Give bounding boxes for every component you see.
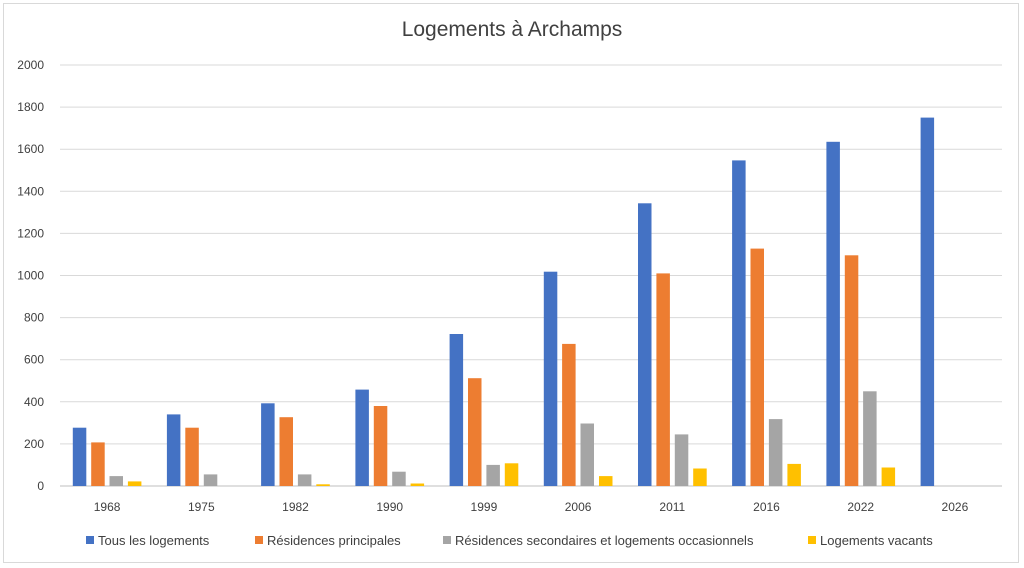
bar-1982-series-4	[316, 484, 330, 486]
legend-label: Résidences principales	[267, 533, 401, 548]
y-axis: 0 200 400 600 800 1000 1200 1400 1600 1800 2000	[17, 58, 44, 493]
y-tick-label: 200	[24, 437, 44, 451]
y-tick-label: 0	[37, 479, 44, 493]
bar-1975-series-1	[166, 414, 181, 486]
legend-swatch	[255, 536, 263, 544]
bar-1975-series-2	[185, 427, 199, 486]
legend: Tous les logements Résidences principales…	[86, 533, 933, 548]
y-tick-label: 600	[24, 353, 44, 367]
x-tick-label: 2016	[753, 500, 780, 514]
bar-2006-series-1	[543, 271, 558, 486]
x-tick-label: 1975	[188, 500, 215, 514]
bar-1999-series-4	[504, 463, 519, 486]
y-tick-label: 1600	[17, 142, 44, 156]
y-tick-label: 2000	[17, 58, 44, 72]
legend-swatch	[443, 536, 451, 544]
x-tick-label: 1982	[282, 500, 309, 514]
bar-2006-series-3	[580, 423, 594, 486]
bar-1990-series-2	[373, 406, 388, 486]
legend-item: Logements vacants	[808, 533, 933, 548]
x-tick-label: 1968	[94, 500, 121, 514]
bar-2016-series-1	[732, 160, 746, 486]
y-tick-label: 1800	[17, 100, 44, 114]
bar-2022-series-1	[826, 141, 840, 487]
bar-2011-series-2	[656, 273, 670, 486]
x-tick-label: 1999	[471, 500, 498, 514]
x-tick-label: 2011	[659, 500, 685, 514]
legend-swatch	[86, 536, 94, 544]
bar-2022-series-2	[844, 255, 859, 486]
bar-1968-series-3	[109, 476, 123, 486]
legend-item: Résidences secondaires et logements occa…	[443, 533, 754, 548]
bar-2011-series-4	[693, 468, 707, 486]
bar-2022-series-4	[881, 467, 896, 486]
bar-2011-series-3	[674, 434, 689, 486]
x-tick-label: 2026	[942, 500, 969, 514]
legend-label: Résidences secondaires et logements occa…	[455, 533, 754, 548]
bar-1968-series-1	[72, 427, 87, 486]
bar-1999-series-3	[486, 464, 500, 486]
bar-1990-series-4	[410, 483, 425, 486]
bar-1982-series-1	[261, 403, 275, 486]
bar-1999-series-2	[468, 378, 482, 486]
bar-1968-series-2	[91, 442, 105, 486]
bar-2006-series-4	[599, 476, 613, 486]
y-tick-label: 800	[24, 311, 44, 325]
bar-2016-series-2	[750, 248, 764, 486]
y-tick-label: 1400	[17, 184, 44, 198]
bar-1990-series-1	[355, 389, 369, 486]
y-tick-label: 1000	[17, 269, 44, 283]
y-tick-label: 1200	[17, 226, 44, 240]
gridlines	[60, 64, 1002, 487]
legend-item: Résidences principales	[255, 533, 401, 548]
bar-2016-series-3	[768, 419, 783, 486]
x-tick-label: 2022	[847, 500, 874, 514]
x-tick-label: 1990	[376, 500, 403, 514]
legend-label: Logements vacants	[820, 533, 933, 548]
legend-label: Tous les logements	[98, 533, 210, 548]
x-axis: 1968 1975 1982 1990 1999 2006 2011 2016 2022 2026	[94, 500, 969, 514]
chart-title: Logements à Archamps	[402, 18, 623, 41]
bar-1999-series-1	[449, 334, 464, 486]
bar-1975-series-3	[203, 474, 218, 486]
bar-2011-series-1	[638, 203, 652, 487]
bar-1990-series-3	[392, 471, 406, 486]
bars	[72, 117, 935, 487]
bar-2022-series-3	[863, 391, 877, 486]
bar-2026-series-1	[920, 117, 935, 486]
bar-1968-series-4	[127, 481, 142, 486]
legend-item: Tous les logements	[86, 533, 210, 548]
bar-2016-series-4	[787, 463, 801, 486]
bar-1982-series-3	[297, 474, 312, 486]
x-tick-label: 2006	[565, 500, 592, 514]
bar-1982-series-2	[279, 417, 293, 486]
legend-swatch	[808, 536, 816, 544]
bar-2006-series-2	[562, 343, 576, 486]
y-tick-label: 400	[24, 395, 44, 409]
